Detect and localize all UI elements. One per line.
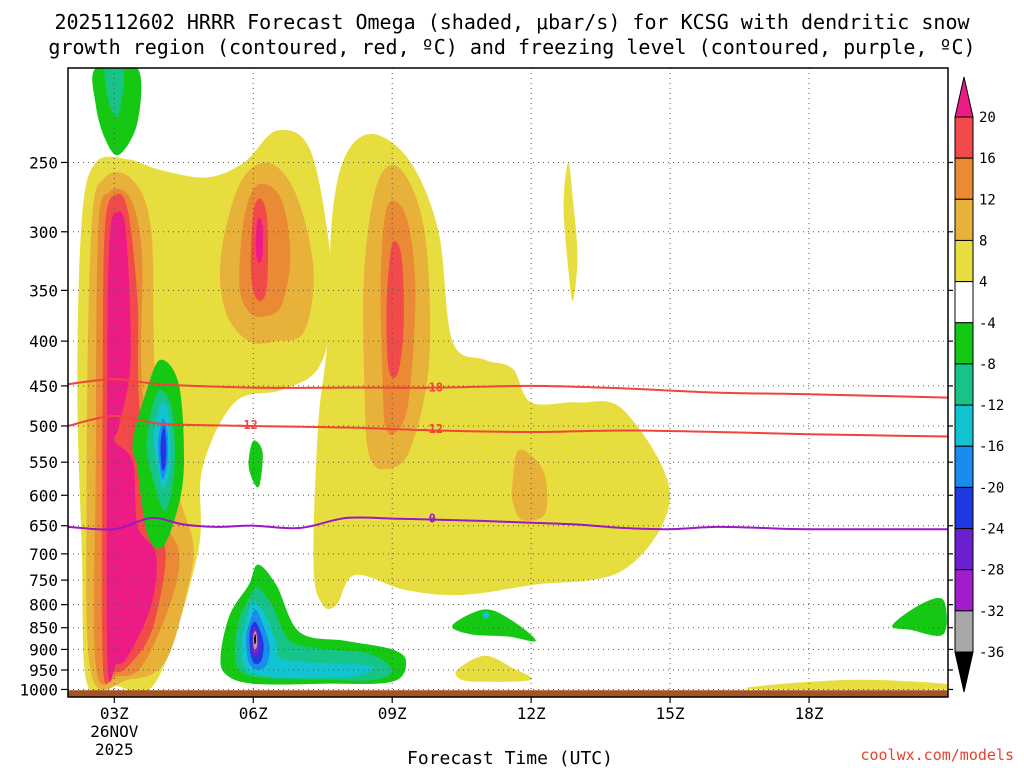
y-tick-label: 400 [29, 332, 58, 351]
y-tick-label: 750 [29, 571, 58, 590]
omega-region-neg-8-12 [104, 68, 125, 117]
x-tick-label: 12Z [517, 704, 546, 723]
omega-region-neg-12-16 [241, 602, 374, 678]
colorbar-swatch [954, 322, 974, 365]
y-tick-label: 800 [29, 596, 58, 615]
colorbar-label: -36 [979, 645, 1004, 661]
colorbar-label: 12 [979, 192, 996, 208]
omega-region-pos-4-8 [563, 162, 578, 302]
x-date-label: 2025 [95, 740, 134, 759]
colorbar-swatch [954, 610, 974, 653]
y-tick-label: 250 [29, 153, 58, 172]
y-axis: 250 300 350 400 450 500 550 600 650 700 750 800 850 9… [19, 153, 953, 699]
chart-title: 2025112602 HRRR Forecast Omega (shaded, … [48, 10, 975, 59]
colorbar-swatch [954, 281, 974, 324]
credit-link[interactable]: coolwx.com/models [860, 746, 1014, 764]
colorbar: 20 16 12 8 4 -4 -8 -12 -16 -20 -24 -28 -32 -36 [954, 76, 1004, 693]
colorbar-label: 8 [979, 233, 987, 249]
contour-label: -12 [236, 418, 258, 432]
colorbar-swatch [954, 404, 974, 447]
contour-line [68, 516, 948, 531]
colorbar-label: -12 [979, 398, 1004, 414]
colorbar-swatch [954, 239, 974, 283]
x-tick-label: 03Z [100, 704, 129, 723]
colorbar-swatch [954, 528, 974, 571]
colorbar-label: 16 [979, 151, 996, 167]
omega-region-neg-36-plus [254, 634, 257, 645]
colorbar-swatch [954, 116, 974, 159]
x-tick-label: 09Z [378, 704, 407, 723]
x-axis-label: Forecast Time (UTC) [407, 748, 613, 768]
y-tick-label: 650 [29, 517, 58, 536]
colorbar-swatch [954, 486, 974, 530]
x-tick-label: 15Z [656, 704, 685, 723]
omega-region-neg-20-24 [160, 426, 167, 471]
colorbar-swatch [954, 363, 974, 406]
plot-frame [67, 67, 949, 698]
ground-surface [68, 690, 948, 697]
colorbar-label: -20 [979, 480, 1004, 496]
colorbar-cap-bottom [954, 651, 974, 693]
y-tick-label: 300 [29, 223, 58, 242]
colorbar-swatch [954, 445, 974, 488]
omega-region-neg-4-8 [452, 609, 536, 642]
colorbar-label: -4 [979, 316, 996, 332]
contour-label: -12 [421, 422, 443, 436]
colorbar-label: -16 [979, 439, 1004, 455]
contour-line [68, 378, 948, 399]
y-tick-label: 1000 [19, 680, 58, 699]
y-tick-label: 550 [29, 453, 58, 472]
grid-lines [68, 68, 948, 697]
y-tick-label: 850 [29, 619, 58, 638]
title-line-1: 2025112602 HRRR Forecast Omega (shaded, … [54, 10, 970, 34]
y-tick-label: 700 [29, 545, 58, 564]
y-tick-label: 500 [29, 417, 58, 436]
omega-region-neg-4-8 [892, 597, 947, 636]
plot-border [67, 67, 949, 698]
colorbar-label: -28 [979, 563, 1004, 579]
x-date-label: 26NOV [90, 722, 139, 741]
contour-label: 0 [429, 512, 436, 526]
omega-region-pos-8-12 [511, 449, 548, 521]
omega-region-pos-4-8 [455, 655, 533, 682]
colorbar-label: 20 [979, 110, 996, 126]
y-tick-label: 450 [29, 377, 58, 396]
contour-line [68, 414, 948, 438]
y-tick-label: 350 [29, 281, 58, 300]
colorbar-swatch [954, 198, 974, 241]
x-tick-label: 18Z [795, 704, 824, 723]
omega-region-pos-20-plus [106, 211, 157, 683]
colorbar-label: -32 [979, 604, 1004, 620]
ground-bar [68, 690, 948, 697]
colorbar-cap-top [954, 76, 974, 118]
colorbar-swatch [954, 569, 974, 612]
colorbar-swatch [954, 157, 974, 200]
colorbar-label: -8 [979, 357, 996, 373]
x-tick-label: 06Z [239, 704, 268, 723]
contour-lines: -18 -12 -12 0 [68, 378, 948, 531]
y-tick-label: 950 [29, 661, 58, 680]
omega-shading [77, 68, 948, 693]
y-tick-label: 900 [29, 640, 58, 659]
title-line-2: growth region (contoured, red, ºC) and f… [48, 35, 975, 59]
omega-region-pos-20-plus [255, 217, 264, 263]
colorbar-label: 4 [979, 275, 987, 291]
y-tick-label: 600 [29, 486, 58, 505]
colorbar-label: -24 [979, 522, 1004, 538]
omega-region-neg-12-16 [482, 611, 490, 619]
omega-region-pos-4-8 [745, 679, 948, 691]
omega-region-neg-4-8 [248, 440, 263, 488]
contour-label: -18 [421, 381, 443, 395]
omega-region-pos-16-20 [386, 241, 404, 378]
